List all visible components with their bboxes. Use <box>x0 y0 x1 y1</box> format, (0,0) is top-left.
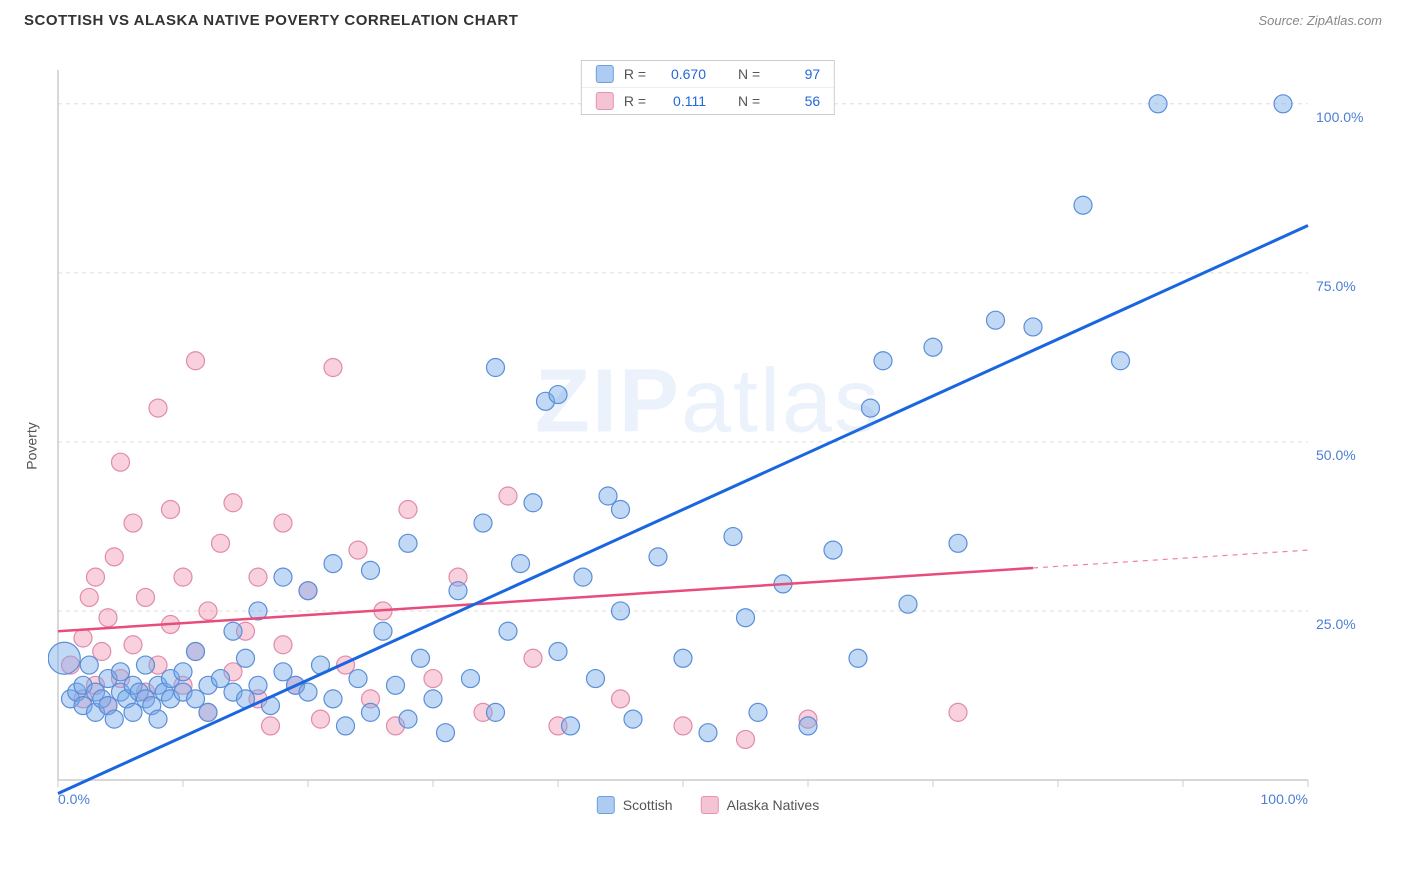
chart-title: SCOTTISH VS ALASKA NATIVE POVERTY CORREL… <box>24 12 518 29</box>
legend-label-alaska: Alaska Natives <box>727 797 820 813</box>
scatter-plot: 25.0% 50.0% 75.0% 100.0% 0.0% 100.0% <box>48 60 1368 820</box>
svg-text:100.0%: 100.0% <box>1261 791 1308 807</box>
n-label: N = <box>738 66 760 82</box>
legend-label-scottish: Scottish <box>623 797 673 813</box>
legend-item-scottish: Scottish <box>597 796 673 814</box>
chart-area: 25.0%50.0%75.0%100.0%0.0%100.0% ZIPatlas… <box>48 60 1368 820</box>
r-value-scottish: 0.670 <box>656 66 706 82</box>
y-axis-label: Poverty <box>24 422 40 469</box>
svg-text:100.0%: 100.0% <box>1316 109 1363 125</box>
swatch-alaska <box>596 92 614 110</box>
r-label: R = <box>624 66 646 82</box>
n-value-alaska: 56 <box>770 93 820 109</box>
n-label: N = <box>738 93 760 109</box>
n-value-scottish: 97 <box>770 66 820 82</box>
swatch-scottish <box>596 65 614 83</box>
legend-row-alaska: R = 0.111 N = 56 <box>582 87 834 114</box>
svg-text:25.0%: 25.0% <box>1316 616 1356 632</box>
source-label: Source: ZipAtlas.com <box>1258 13 1382 28</box>
series-legend: Scottish Alaska Natives <box>597 796 819 814</box>
swatch-alaska <box>701 796 719 814</box>
swatch-scottish <box>597 796 615 814</box>
legend-item-alaska: Alaska Natives <box>701 796 820 814</box>
legend-row-scottish: R = 0.670 N = 97 <box>582 61 834 87</box>
correlation-legend: R = 0.670 N = 97 R = 0.111 N = 56 <box>581 60 835 115</box>
svg-text:0.0%: 0.0% <box>58 791 90 807</box>
r-label: R = <box>624 93 646 109</box>
r-value-alaska: 0.111 <box>656 93 706 109</box>
svg-text:75.0%: 75.0% <box>1316 278 1356 294</box>
svg-text:50.0%: 50.0% <box>1316 447 1356 463</box>
